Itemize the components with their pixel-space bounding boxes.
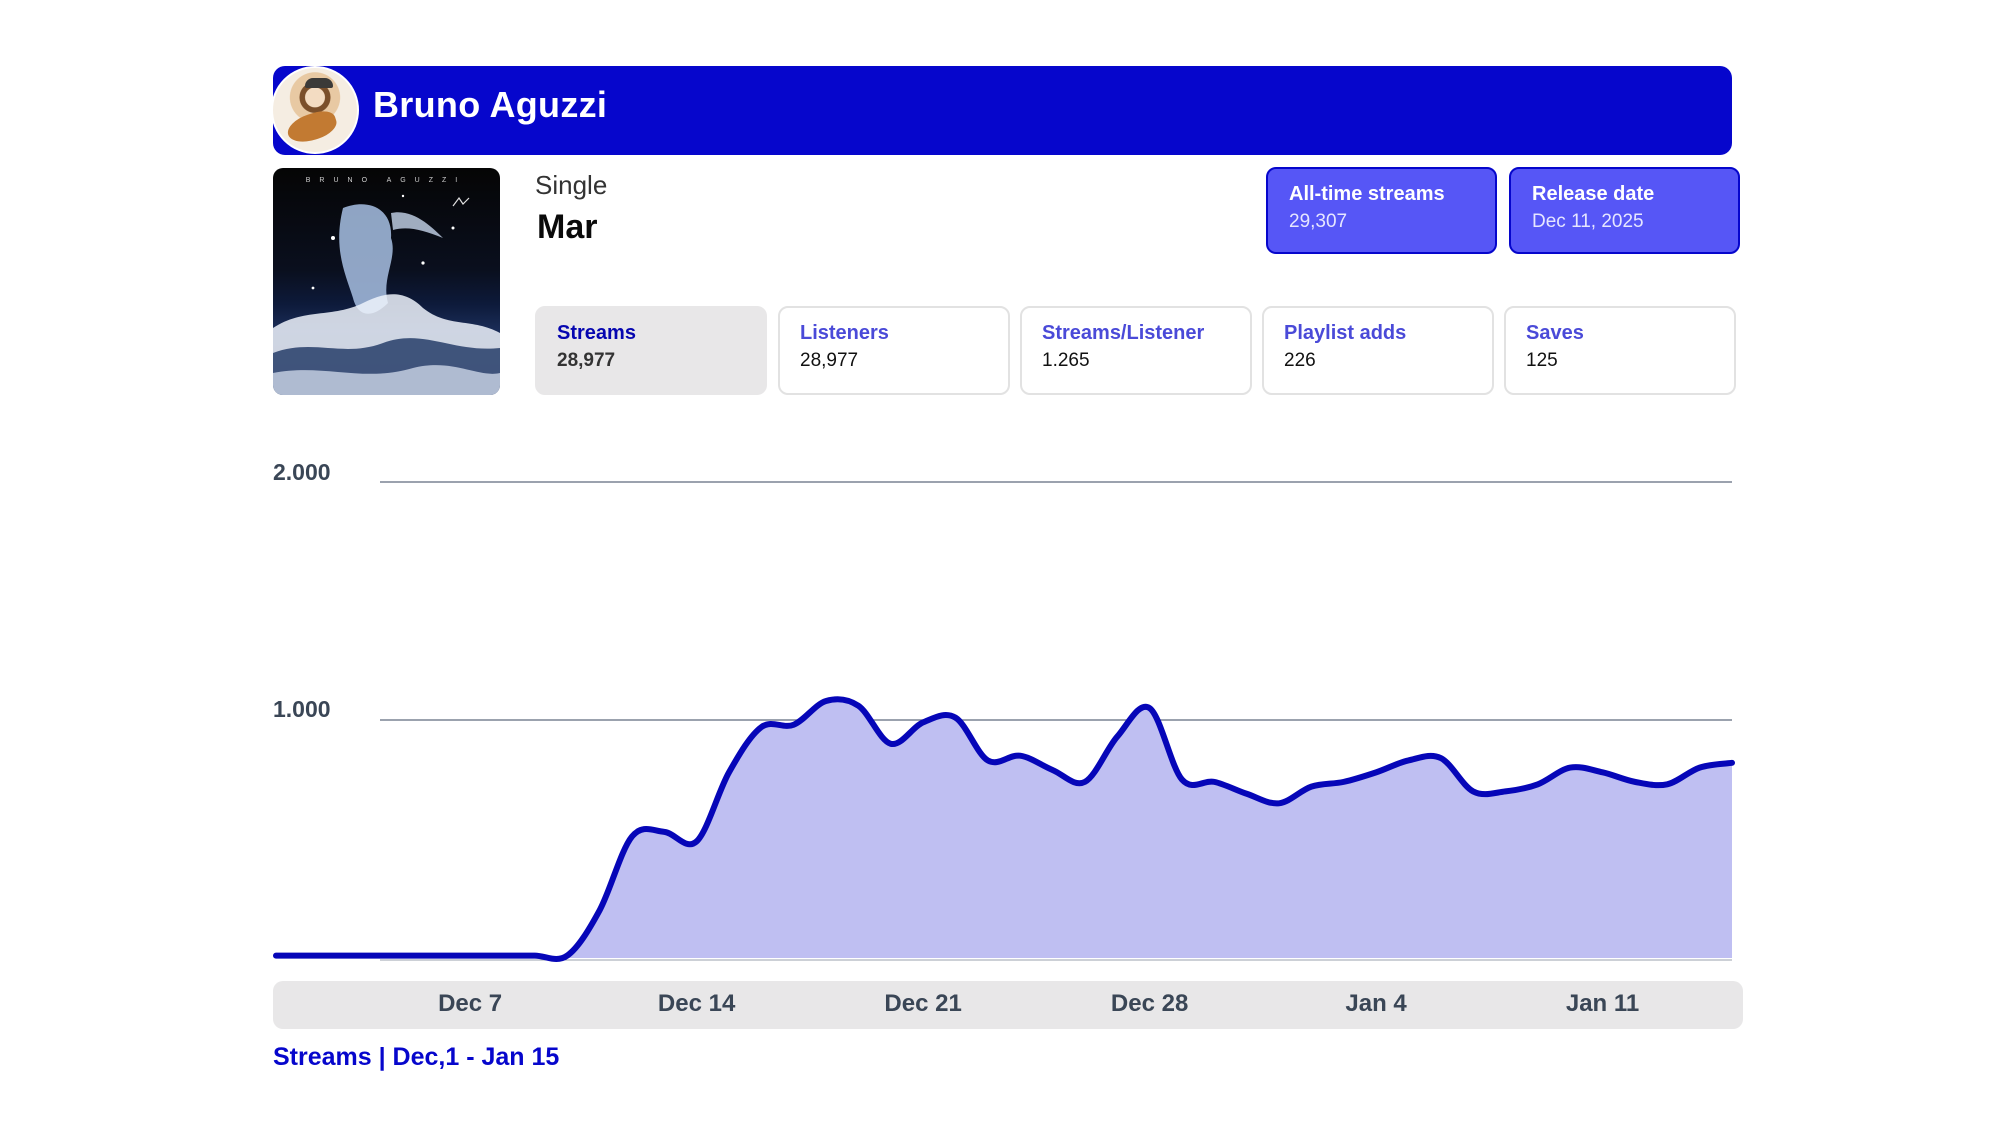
data-point — [305, 953, 311, 959]
data-point — [1729, 760, 1735, 766]
x-tick-label: Jan 4 — [1345, 990, 1407, 1017]
data-point — [791, 722, 797, 728]
data-point — [661, 829, 667, 835]
data-point — [1082, 779, 1088, 785]
data-point — [1308, 784, 1314, 790]
tab-streams[interactable]: Streams 28,977 — [535, 306, 767, 395]
album-cover: BRUNO AGUZZI — [273, 168, 500, 395]
data-point — [1341, 779, 1347, 785]
x-tick-label: Dec 7 — [438, 990, 503, 1017]
data-point — [1535, 781, 1541, 787]
all-time-streams-card: All-time streams 29,307 — [1266, 167, 1497, 254]
tab-saves[interactable]: Saves 125 — [1504, 306, 1736, 395]
data-point — [694, 838, 700, 844]
tab-playlist-adds-value: 226 — [1284, 350, 1316, 371]
data-point — [823, 698, 829, 704]
data-point — [888, 741, 894, 747]
data-point — [629, 834, 635, 840]
chart-caption: Streams | Dec,1 - Jan 15 — [273, 1043, 560, 1071]
avatar-hat — [305, 78, 333, 88]
artist-name: Bruno Aguzzi — [373, 84, 608, 125]
data-point — [952, 715, 958, 721]
tab-listeners[interactable]: Listeners 28,977 — [778, 306, 1010, 395]
artist-header: Bruno Aguzzi — [273, 66, 1732, 155]
data-point — [532, 953, 538, 959]
data-point — [726, 769, 732, 775]
artist-avatar[interactable] — [271, 66, 359, 154]
data-point — [1017, 753, 1023, 759]
data-point — [1470, 788, 1476, 794]
data-point — [1600, 769, 1606, 775]
data-point — [985, 757, 991, 763]
x-tick-label: Dec 21 — [884, 990, 962, 1017]
tab-streams-per-listener-label: Streams/Listener — [1042, 322, 1205, 344]
release-type: Single — [535, 170, 608, 200]
data-point — [1405, 757, 1411, 763]
data-point — [1438, 755, 1444, 761]
data-point — [1697, 765, 1703, 771]
data-point — [1276, 800, 1282, 806]
data-point — [1147, 705, 1153, 711]
tab-playlist-adds-label: Playlist adds — [1284, 322, 1407, 344]
release-date-card: Release date Dec 11, 2025 — [1509, 167, 1740, 254]
tab-streams-label: Streams — [557, 322, 636, 344]
release-date-value: Dec 11, 2025 — [1532, 211, 1644, 232]
tab-streams-value: 28,977 — [557, 350, 616, 371]
data-point — [1503, 788, 1509, 794]
x-axis-bar — [273, 981, 1743, 1029]
tab-saves-value: 125 — [1526, 350, 1558, 371]
data-point — [467, 953, 473, 959]
release-date-label: Release date — [1532, 183, 1655, 205]
all-time-streams-value: 29,307 — [1289, 211, 1348, 232]
y-tick-label: 1.000 — [273, 696, 331, 722]
tab-playlist-adds[interactable]: Playlist adds 226 — [1262, 306, 1494, 395]
data-point — [597, 907, 603, 913]
tab-listeners-value: 28,977 — [800, 350, 859, 371]
data-point — [499, 953, 505, 959]
data-point — [1050, 767, 1056, 773]
cover-text: BRUNO AGUZZI — [306, 177, 467, 184]
data-point — [564, 953, 570, 959]
streams-line — [273, 696, 1735, 962]
data-point — [1114, 734, 1120, 740]
data-point — [273, 953, 279, 959]
data-point — [370, 953, 376, 959]
data-point — [1373, 769, 1379, 775]
tab-listeners-label: Listeners — [800, 322, 889, 344]
data-point — [1179, 777, 1185, 783]
data-point — [402, 953, 408, 959]
release-title: Mar — [537, 208, 598, 246]
data-point — [758, 724, 764, 730]
data-point — [1244, 791, 1250, 797]
data-point — [1567, 765, 1573, 771]
data-point — [920, 719, 926, 725]
x-tick-label: Jan 11 — [1565, 990, 1640, 1017]
tab-streams-per-listener[interactable]: Streams/Listener 1.265 — [1020, 306, 1252, 395]
data-point — [338, 953, 344, 959]
data-point — [855, 703, 861, 709]
data-point — [435, 953, 441, 959]
streams-area — [276, 699, 1732, 959]
tab-saves-label: Saves — [1526, 322, 1584, 344]
y-tick-label: 2.000 — [273, 459, 331, 485]
x-tick-label: Dec 14 — [657, 990, 736, 1017]
data-point — [1211, 779, 1217, 785]
data-point — [1632, 779, 1638, 785]
data-point — [1664, 781, 1670, 787]
x-tick-label: Dec 28 — [1110, 990, 1189, 1017]
all-time-streams-label: All-time streams — [1289, 183, 1445, 205]
tab-streams-per-listener-value: 1.265 — [1042, 350, 1090, 371]
